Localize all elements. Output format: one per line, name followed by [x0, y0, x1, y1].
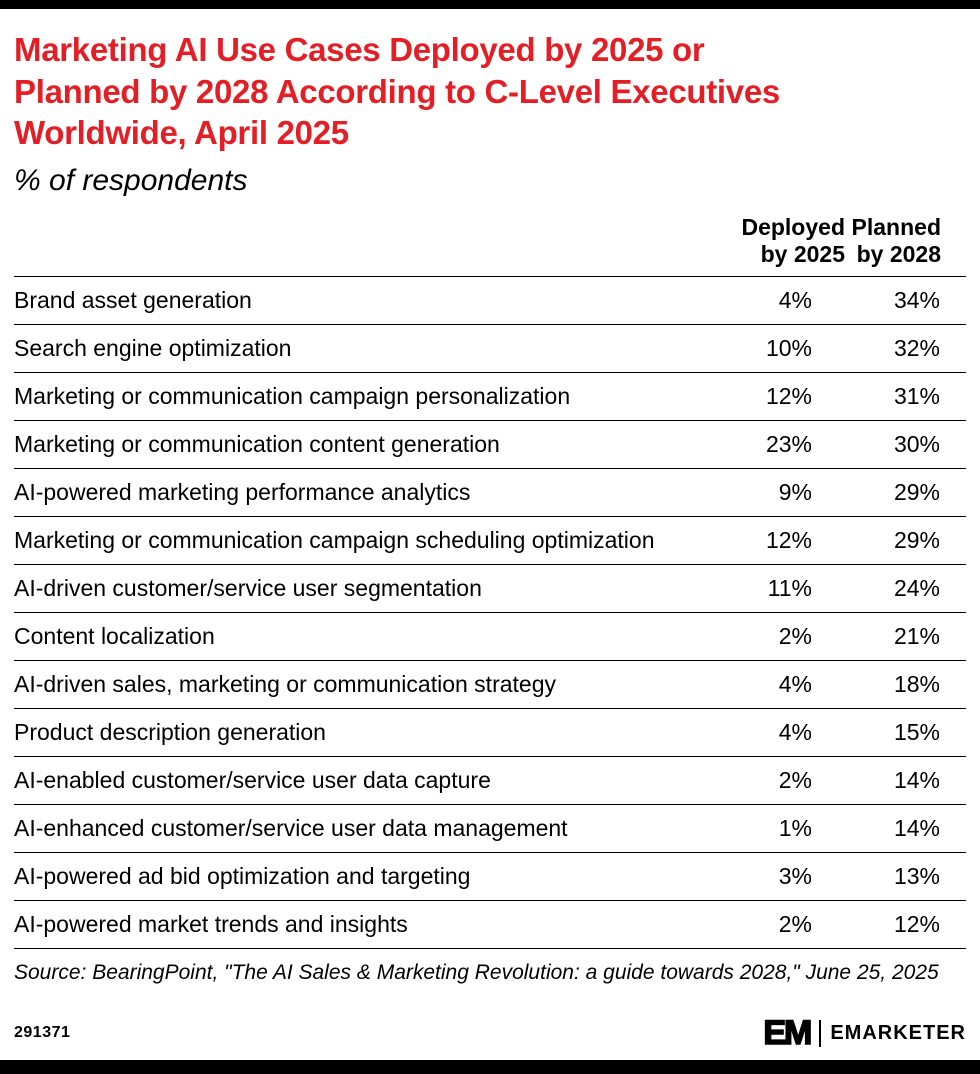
table-row: AI-powered marketing performance analyti…	[14, 468, 966, 517]
table-row: Product description generation 4% 15%	[14, 708, 966, 757]
data-table: Deployed by 2025 Planned by 2028 Brand a…	[14, 213, 966, 949]
value-planned-2028: 34%	[845, 276, 966, 325]
row-label: AI-driven customer/service user segmenta…	[14, 564, 700, 613]
row-label: Content localization	[14, 612, 700, 661]
table-row: Marketing or communication campaign pers…	[14, 372, 966, 421]
table-body: Brand asset generation 4% 34% Search engine…	[14, 276, 966, 949]
table-header-row: Deployed by 2025 Planned by 2028	[14, 213, 966, 277]
row-label: AI-driven sales, marketing or communicat…	[14, 660, 700, 709]
value-planned-2028: 30%	[845, 420, 966, 469]
bottom-black-bar	[0, 1060, 980, 1074]
value-deployed-2025: 9%	[700, 468, 845, 517]
value-deployed-2025: 2%	[700, 756, 845, 805]
table-row: AI-enhanced customer/service user data m…	[14, 804, 966, 853]
table-row: AI-enabled customer/service user data ca…	[14, 756, 966, 805]
emarketer-monogram-icon: EM	[763, 1014, 814, 1052]
row-label: AI-powered marketing performance analyti…	[14, 468, 700, 517]
value-planned-2028: 14%	[845, 756, 966, 805]
value-deployed-2025: 12%	[700, 516, 845, 565]
row-label: AI-enhanced customer/service user data m…	[14, 804, 700, 853]
table-row: AI-powered market trends and insights 2% 1…	[14, 900, 966, 949]
value-deployed-2025: 1%	[700, 804, 845, 853]
value-deployed-2025: 12%	[700, 372, 845, 421]
table-row: Content localization 2% 21%	[14, 612, 966, 661]
value-deployed-2025: 10%	[700, 324, 845, 373]
table-row: AI-powered ad bid optimization and targe…	[14, 852, 966, 901]
table-row: Marketing or communication content gener…	[14, 420, 966, 469]
row-label: Marketing or communication content gener…	[14, 420, 700, 469]
logo-divider	[819, 1019, 822, 1047]
value-deployed-2025: 2%	[700, 900, 845, 949]
row-label: Search engine optimization	[14, 324, 700, 373]
value-deployed-2025: 23%	[700, 420, 845, 469]
chart-content: Marketing AI Use Cases Deployed by 2025 …	[0, 9, 980, 986]
row-label: Marketing or communication campaign pers…	[14, 372, 700, 421]
column-header-empty	[14, 213, 700, 277]
value-planned-2028: 14%	[845, 804, 966, 853]
value-deployed-2025: 11%	[700, 564, 845, 613]
top-black-bar	[0, 0, 980, 9]
row-label: Product description generation	[14, 708, 700, 757]
emarketer-logo: EM EMARKETER	[763, 1014, 966, 1052]
source-note: Source: BearingPoint, "The AI Sales & Ma…	[14, 960, 939, 984]
value-deployed-2025: 2%	[700, 612, 845, 661]
value-planned-2028: 32%	[845, 324, 966, 373]
value-planned-2028: 21%	[845, 612, 966, 661]
table-row: Brand asset generation 4% 34%	[14, 276, 966, 325]
table-row: AI-driven customer/service user segmenta…	[14, 564, 966, 613]
value-deployed-2025: 4%	[700, 276, 845, 325]
row-label: AI-powered market trends and insights	[14, 900, 700, 949]
chart-subtitle: % of respondents	[14, 163, 248, 197]
value-planned-2028: 29%	[845, 468, 966, 517]
value-planned-2028: 15%	[845, 708, 966, 757]
value-planned-2028: 31%	[845, 372, 966, 421]
table-row: Search engine optimization 10% 32%	[14, 324, 966, 373]
value-planned-2028: 29%	[845, 516, 966, 565]
emarketer-wordmark: EMARKETER	[830, 1022, 966, 1044]
value-planned-2028: 18%	[845, 660, 966, 709]
value-planned-2028: 12%	[845, 900, 966, 949]
value-deployed-2025: 4%	[700, 660, 845, 709]
column-header-deployed-2025: Deployed by 2025	[700, 213, 845, 277]
value-planned-2028: 24%	[845, 564, 966, 613]
chart-id: 291371	[14, 1024, 71, 1041]
footer: 291371 EM EMARKETER	[14, 1014, 966, 1052]
column-header-planned-2028: Planned by 2028	[845, 213, 966, 277]
row-label: Marketing or communication campaign sche…	[14, 516, 700, 565]
row-label: Brand asset generation	[14, 276, 700, 325]
value-deployed-2025: 3%	[700, 852, 845, 901]
table-row: Marketing or communication campaign sche…	[14, 516, 966, 565]
table-row: AI-driven sales, marketing or communicat…	[14, 660, 966, 709]
value-planned-2028: 13%	[845, 852, 966, 901]
value-deployed-2025: 4%	[700, 708, 845, 757]
row-label: AI-powered ad bid optimization and targe…	[14, 852, 700, 901]
row-label: AI-enabled customer/service user data ca…	[14, 756, 700, 805]
page-title: Marketing AI Use Cases Deployed by 2025 …	[14, 31, 780, 152]
